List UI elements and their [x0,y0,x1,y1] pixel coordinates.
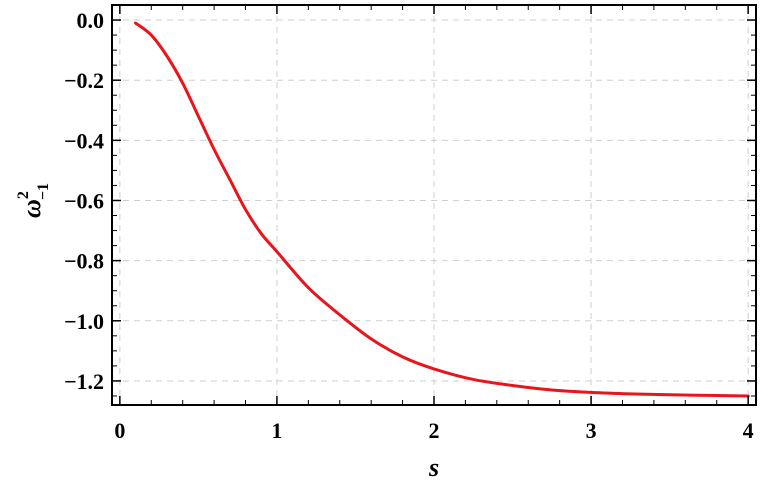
x-axis-label: s [428,453,439,482]
x-tick-label: 2 [429,418,440,443]
grid [112,5,756,405]
x-tick-label: 0 [114,418,125,443]
series-line [134,21,750,398]
y-tick-label: −0.2 [64,68,104,93]
y-tick-label: −1.2 [64,369,104,394]
x-tick-label: 4 [743,418,754,443]
x-tick-label: 1 [271,418,282,443]
y-tick-label: −0.6 [64,188,104,213]
y-axis-label-superscript: 2 [15,191,32,199]
tick-labels: 0 1 2 3 4 0.0 −0.2 −0.4 −0.6 −0.8 −1.0 −1.2 [64,8,754,443]
ticks [112,5,756,405]
y-axis-label-base: ω [17,199,46,218]
y-tick-label: −0.4 [64,128,104,153]
series-layer [134,21,750,398]
x-tick-label: 3 [586,418,597,443]
y-axis-label-subscript: −1 [35,183,52,200]
y-axis-label: ω2 −1 [15,183,52,218]
y-tick-label: −1.0 [64,309,104,334]
y-tick-label: 0.0 [77,8,105,33]
y-tick-label: −0.8 [64,249,104,274]
